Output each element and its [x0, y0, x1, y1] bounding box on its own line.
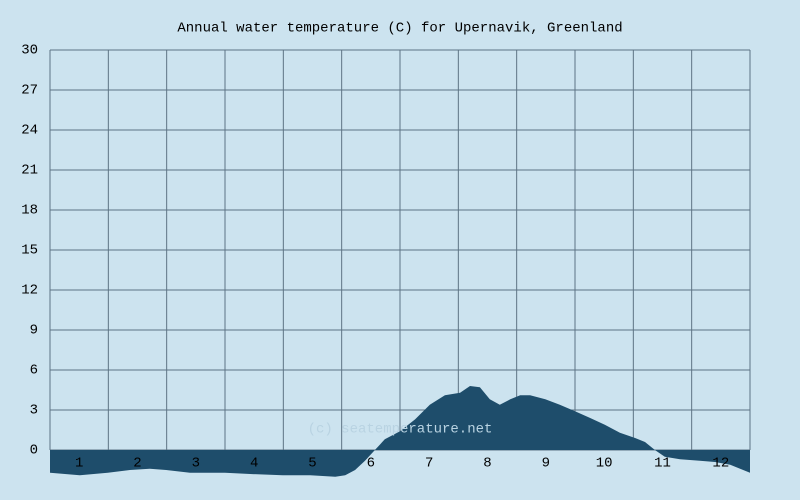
x-tick-label: 1 [75, 456, 83, 472]
x-tick-label: 2 [133, 456, 141, 472]
y-tick-label: 15 [21, 243, 38, 259]
y-tick-label: 30 [21, 43, 38, 59]
x-tick-label: 11 [654, 456, 671, 472]
y-tick-label: 9 [30, 323, 38, 339]
x-tick-label: 4 [250, 456, 258, 472]
y-tick-label: 0 [30, 443, 38, 459]
y-tick-label: 27 [21, 83, 38, 99]
watermark: (c) seatemperature.net [308, 422, 493, 438]
x-tick-label: 6 [367, 456, 375, 472]
x-tick-label: 3 [192, 456, 200, 472]
chart-title: Annual water temperature (C) for Upernav… [177, 21, 622, 37]
x-tick-label: 12 [712, 456, 729, 472]
x-tick-label: 8 [483, 456, 491, 472]
x-tick-label: 10 [596, 456, 613, 472]
x-tick-label: 9 [542, 456, 550, 472]
x-tick-label: 7 [425, 456, 433, 472]
area [50, 386, 750, 477]
y-tick-label: 3 [30, 403, 38, 419]
y-tick-label: 24 [21, 123, 38, 139]
y-tick-label: 18 [21, 203, 38, 219]
x-tick-label: 5 [308, 456, 316, 472]
y-tick-label: 6 [30, 363, 38, 379]
y-tick-label: 21 [21, 163, 38, 179]
y-tick-label: 12 [21, 283, 38, 299]
